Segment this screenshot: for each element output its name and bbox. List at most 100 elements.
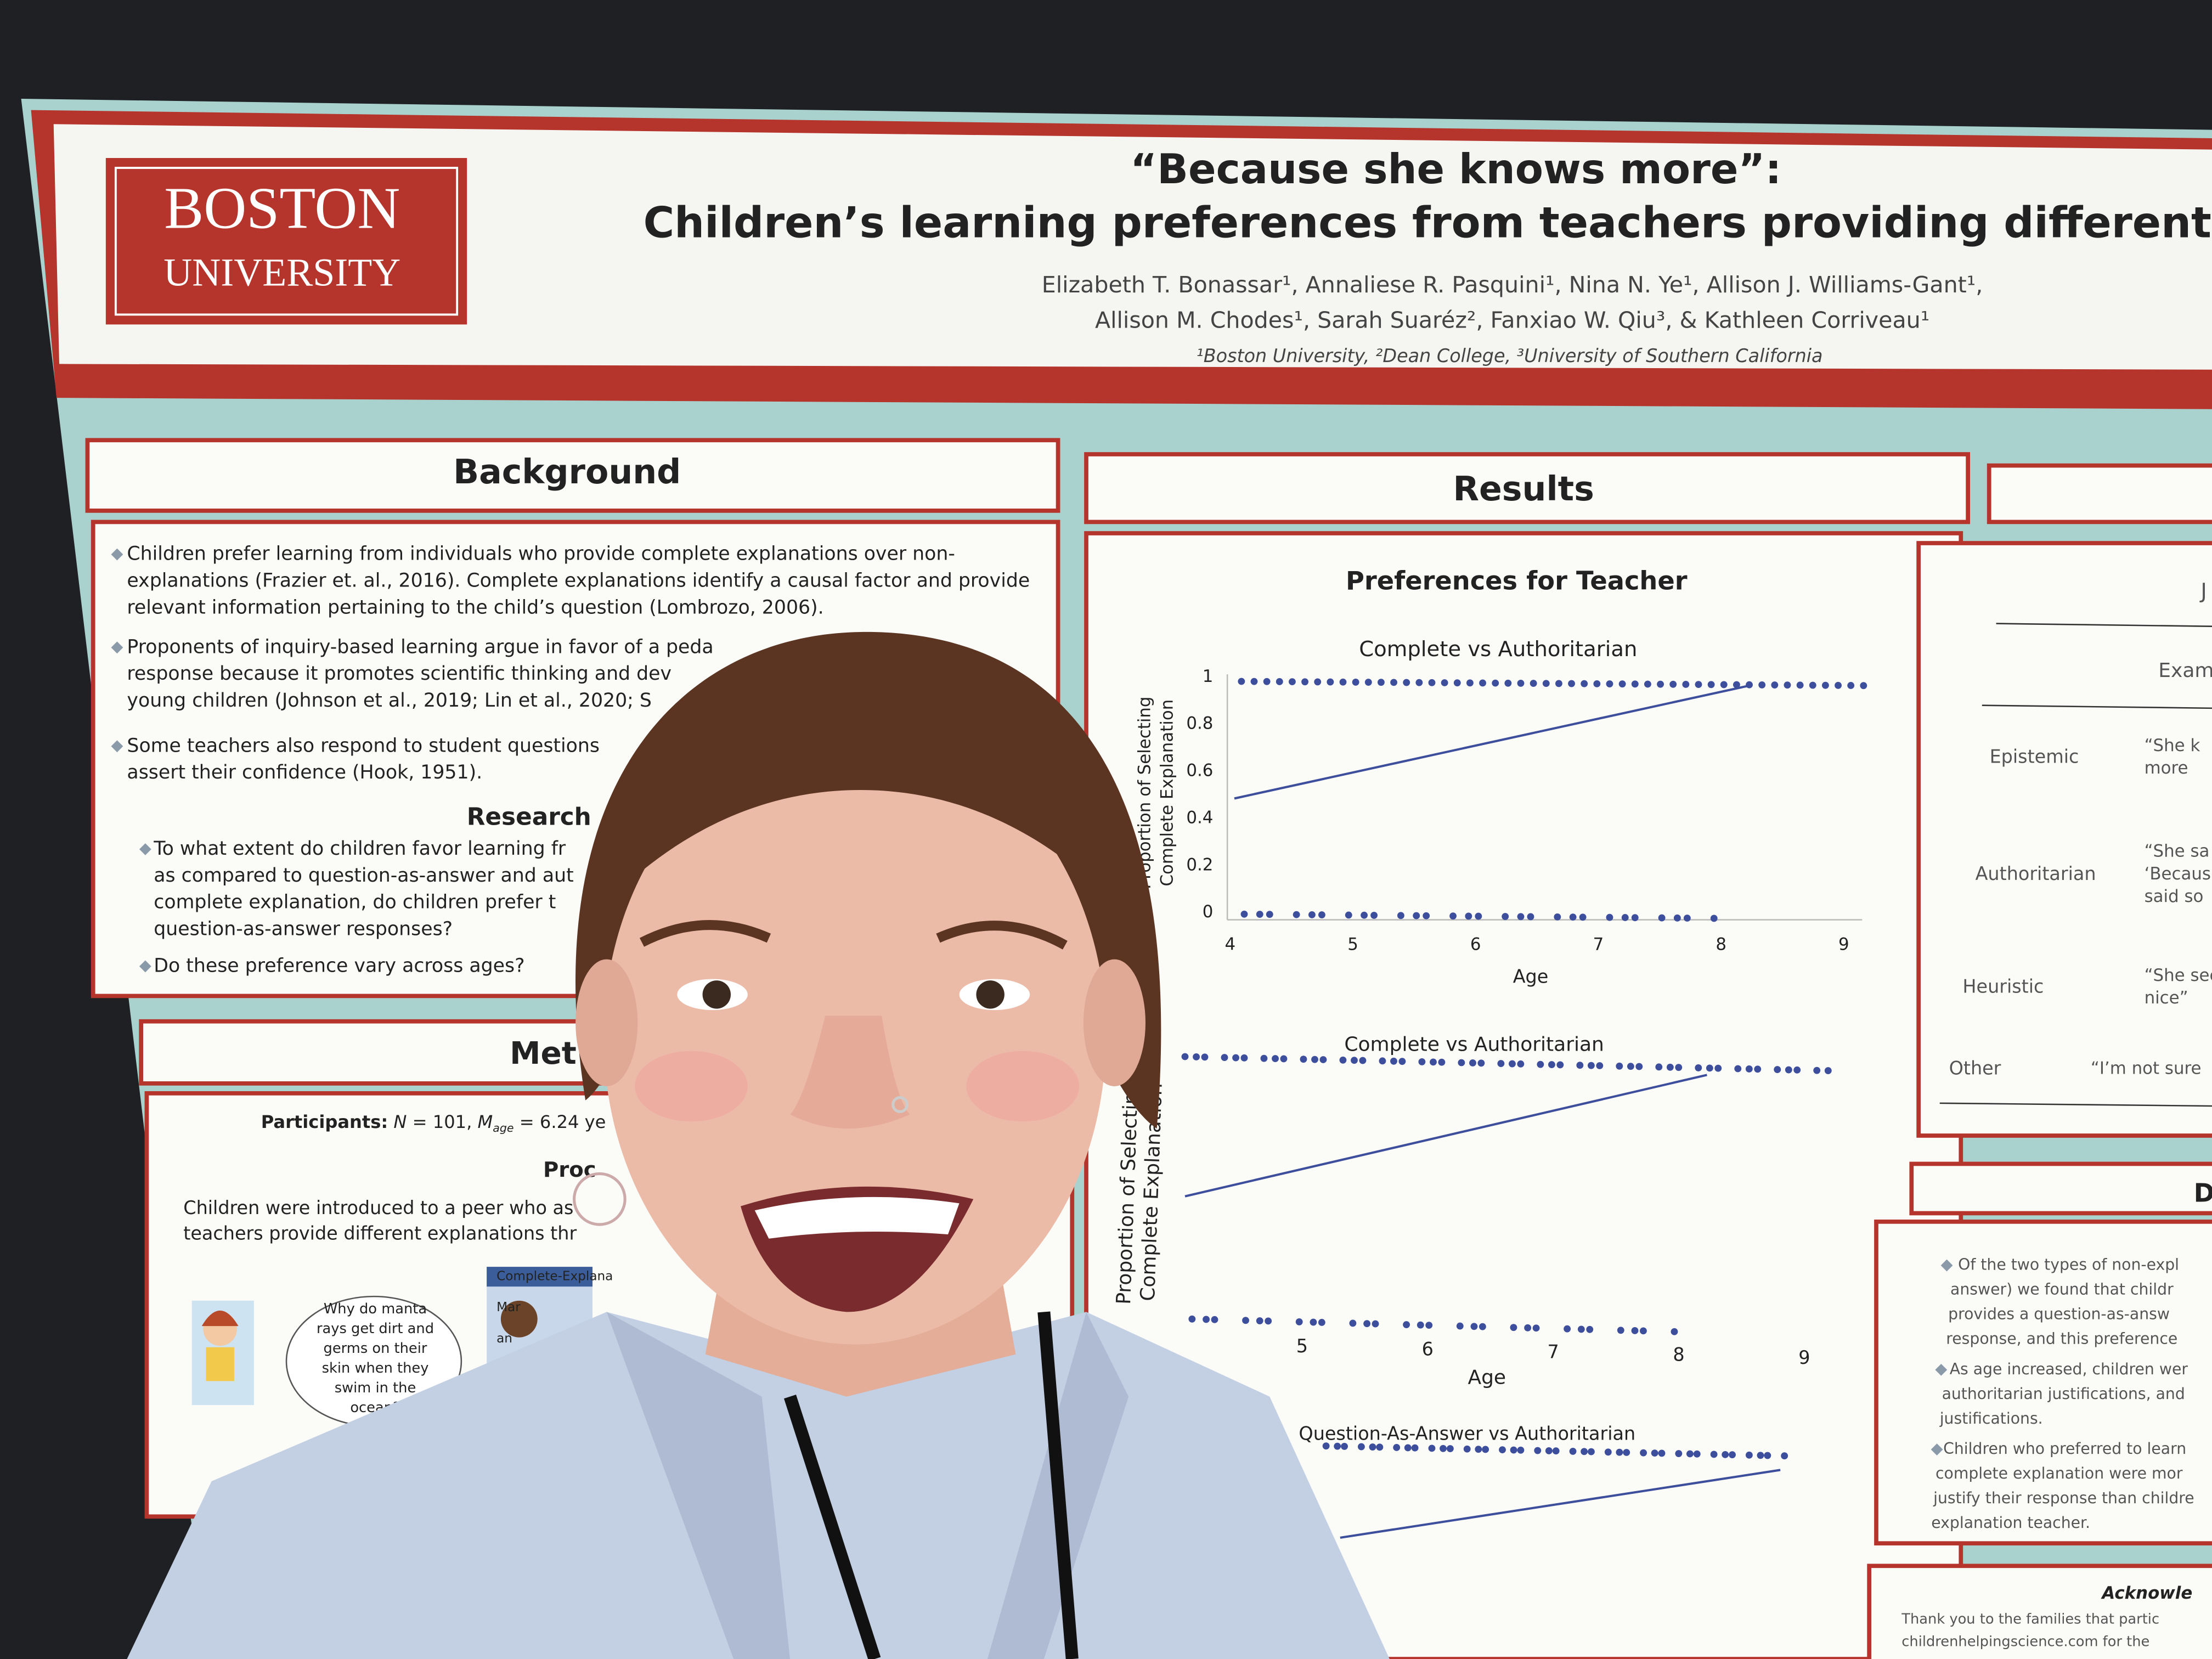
title: Children’s learning preferences from tea…	[644, 198, 2212, 247]
person-part	[702, 980, 731, 1009]
methods-illustration-part	[487, 1267, 592, 1287]
participants: N	[393, 1111, 407, 1132]
x-tick-label: 5	[1296, 1335, 1308, 1357]
bullet-text: Do these preference vary across ages?	[154, 955, 524, 977]
discussion-text: explanation teacher.	[1931, 1514, 2090, 1532]
poster-part	[1996, 623, 2212, 627]
y-tick-label: 1	[1203, 667, 1214, 686]
person-part	[754, 1197, 960, 1239]
section-heading: Research	[467, 803, 591, 831]
methods-illustration-part	[206, 1347, 234, 1381]
x-tick-label: 9	[1838, 934, 1849, 954]
section-heading: Met	[510, 1035, 577, 1071]
row-quote: ‘Becaus	[2145, 864, 2211, 884]
person-part	[891, 1096, 909, 1113]
participants: Participants:	[261, 1111, 388, 1132]
poster-text: BOSTON UNIVERSITY “Because she knows mor…	[111, 145, 2212, 1650]
person-part	[573, 1172, 627, 1226]
poster-part	[1867, 1564, 2212, 1659]
row-quote: “I’m not sure	[2091, 1059, 2202, 1079]
chart-graphics-part	[1238, 678, 1873, 690]
x-tick-label: 8	[1716, 934, 1726, 954]
poster-part	[53, 124, 2212, 370]
discussion-text: response, and this preference	[1946, 1330, 2177, 1348]
section-heading: Background	[453, 452, 681, 492]
poster-part	[1874, 1220, 2212, 1545]
poster-part	[1982, 704, 2212, 709]
discussion-text: justify their response than childre	[1933, 1489, 2194, 1507]
chart-graphics-part	[1240, 910, 1722, 922]
y-tick-label: 0.4	[1186, 808, 1213, 827]
person-part	[783, 1395, 881, 1659]
person-part	[635, 1051, 748, 1122]
y-tick-label: 0	[1203, 902, 1214, 922]
participants: M	[478, 1111, 493, 1132]
person-part	[936, 921, 1068, 950]
card-text: Mar	[496, 1300, 521, 1314]
row-label: Other	[1949, 1058, 2001, 1079]
row-quote: nice”	[2145, 988, 2188, 1008]
row-quote: “She k	[2145, 736, 2200, 755]
y-tick-label: 0.6	[1186, 761, 1213, 781]
title: “Because she knows more”:	[1130, 145, 1781, 193]
person-part	[966, 1051, 1080, 1122]
chart-title: Question-As-Answer vs Authoritarian	[1299, 1423, 1635, 1444]
discussion-text: authoritarian justifications, and	[1942, 1385, 2185, 1403]
bullet-text: question-as-answer responses?	[154, 918, 453, 940]
x-axis-label: Age	[1468, 1366, 1506, 1389]
participants: = 6.24 ye	[514, 1111, 606, 1132]
discussion-text: provides a question-as-answ	[1948, 1305, 2170, 1323]
chart-title: Complete vs Authoritarian	[1344, 1033, 1604, 1056]
bullet-text: young children (Johnson et al., 2019; Li…	[127, 690, 652, 712]
discussion-text: justifications.	[1939, 1409, 2043, 1427]
discussion-text: Of the two types of non-expl	[1958, 1256, 2179, 1274]
methods-text: teachers provide different explanations …	[183, 1223, 577, 1244]
authors: Allison M. Chodes¹, Sarah Suaréz², Fanxi…	[1095, 307, 1929, 333]
person-part	[639, 920, 771, 947]
bullet-icon	[1940, 1259, 1953, 1272]
discussion-text: answer) we found that childr	[1950, 1280, 2174, 1299]
x-tick-label: 6	[1470, 934, 1481, 954]
chart-heading: Preferences for Teacher	[1346, 566, 1688, 596]
bullet-icon	[1931, 1443, 1943, 1456]
speech-text: rays get dirt and	[317, 1321, 434, 1337]
chart-graphics-part	[1340, 1469, 1781, 1539]
x-tick-label: 6	[1422, 1338, 1434, 1359]
authors: Elizabeth T. Bonassar¹, Annaliese R. Pas…	[1042, 272, 1983, 298]
affiliations: ¹Boston University, ²Dean College, ³Univ…	[1196, 345, 1822, 366]
logo: BOSTON	[164, 176, 400, 241]
poster-part	[1987, 463, 2212, 524]
chart-graphics-part	[1234, 684, 1750, 800]
poster-part	[105, 158, 467, 325]
person-part	[976, 980, 1005, 1009]
discussion-text: complete explanation were mor	[1936, 1464, 2183, 1482]
bullet-text: response because it promotes scientific …	[127, 663, 672, 685]
discussion-text: Children who preferred to learn	[1943, 1440, 2186, 1458]
bullet-text: Proponents of inquiry-based learning arg…	[127, 636, 713, 658]
section-heading: D	[2194, 1178, 2212, 1208]
row-quote: “She seem	[2145, 966, 2212, 985]
chart-title: Complete vs Authoritarian	[1359, 637, 1637, 662]
poster-part	[1916, 541, 2212, 1138]
x-axis-label: Age	[1513, 966, 1549, 988]
logo: UNIVERSITY	[163, 251, 400, 295]
chart-graphics-part	[1184, 1074, 1707, 1198]
bullet-text: Some teachers also respond to student qu…	[127, 735, 600, 757]
row-label: Authoritarian	[1976, 863, 2096, 884]
person	[127, 631, 1390, 1659]
x-tick-label: 5	[1347, 934, 1358, 954]
participants: = 101,	[407, 1111, 477, 1132]
y-tick-label: 0.2	[1186, 855, 1213, 874]
table-header: J	[2199, 579, 2207, 604]
bullet-text: relevant information pertaining to the c…	[127, 596, 823, 618]
poster-part	[1084, 452, 1971, 524]
speech-text: germs on their	[324, 1340, 427, 1357]
bullet-icon	[1935, 1363, 1948, 1376]
person-part	[1083, 959, 1146, 1086]
person-part	[790, 1015, 910, 1129]
x-tick-label: 7	[1548, 1341, 1559, 1363]
methods-illustration-part	[201, 1310, 239, 1327]
y-tick-label: 0.8	[1186, 714, 1213, 733]
person-part	[575, 959, 638, 1086]
